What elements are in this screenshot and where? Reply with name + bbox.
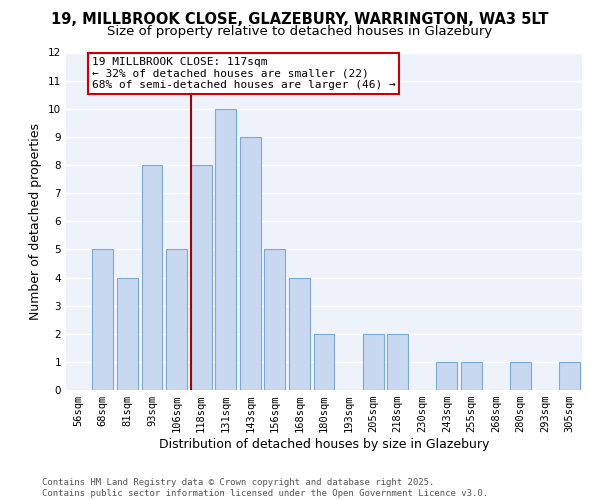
Bar [215, 109, 236, 390]
Bar [117, 278, 138, 390]
Text: Size of property relative to detached houses in Glazebury: Size of property relative to detached ho… [107, 25, 493, 38]
Bar [362, 334, 383, 390]
Bar [265, 250, 286, 390]
Bar [142, 165, 163, 390]
Bar [289, 278, 310, 390]
Text: 19 MILLBROOK CLOSE: 117sqm
← 32% of detached houses are smaller (22)
68% of semi: 19 MILLBROOK CLOSE: 117sqm ← 32% of deta… [92, 56, 395, 90]
Y-axis label: Number of detached properties: Number of detached properties [29, 122, 43, 320]
Bar [166, 250, 187, 390]
Bar [461, 362, 482, 390]
Bar [92, 250, 113, 390]
Bar [436, 362, 457, 390]
Bar [240, 137, 261, 390]
X-axis label: Distribution of detached houses by size in Glazebury: Distribution of detached houses by size … [159, 438, 489, 451]
Bar [191, 165, 212, 390]
Bar [510, 362, 531, 390]
Text: Contains HM Land Registry data © Crown copyright and database right 2025.
Contai: Contains HM Land Registry data © Crown c… [42, 478, 488, 498]
Bar [559, 362, 580, 390]
Text: 19, MILLBROOK CLOSE, GLAZEBURY, WARRINGTON, WA3 5LT: 19, MILLBROOK CLOSE, GLAZEBURY, WARRINGT… [51, 12, 549, 28]
Bar [314, 334, 334, 390]
Bar [387, 334, 408, 390]
